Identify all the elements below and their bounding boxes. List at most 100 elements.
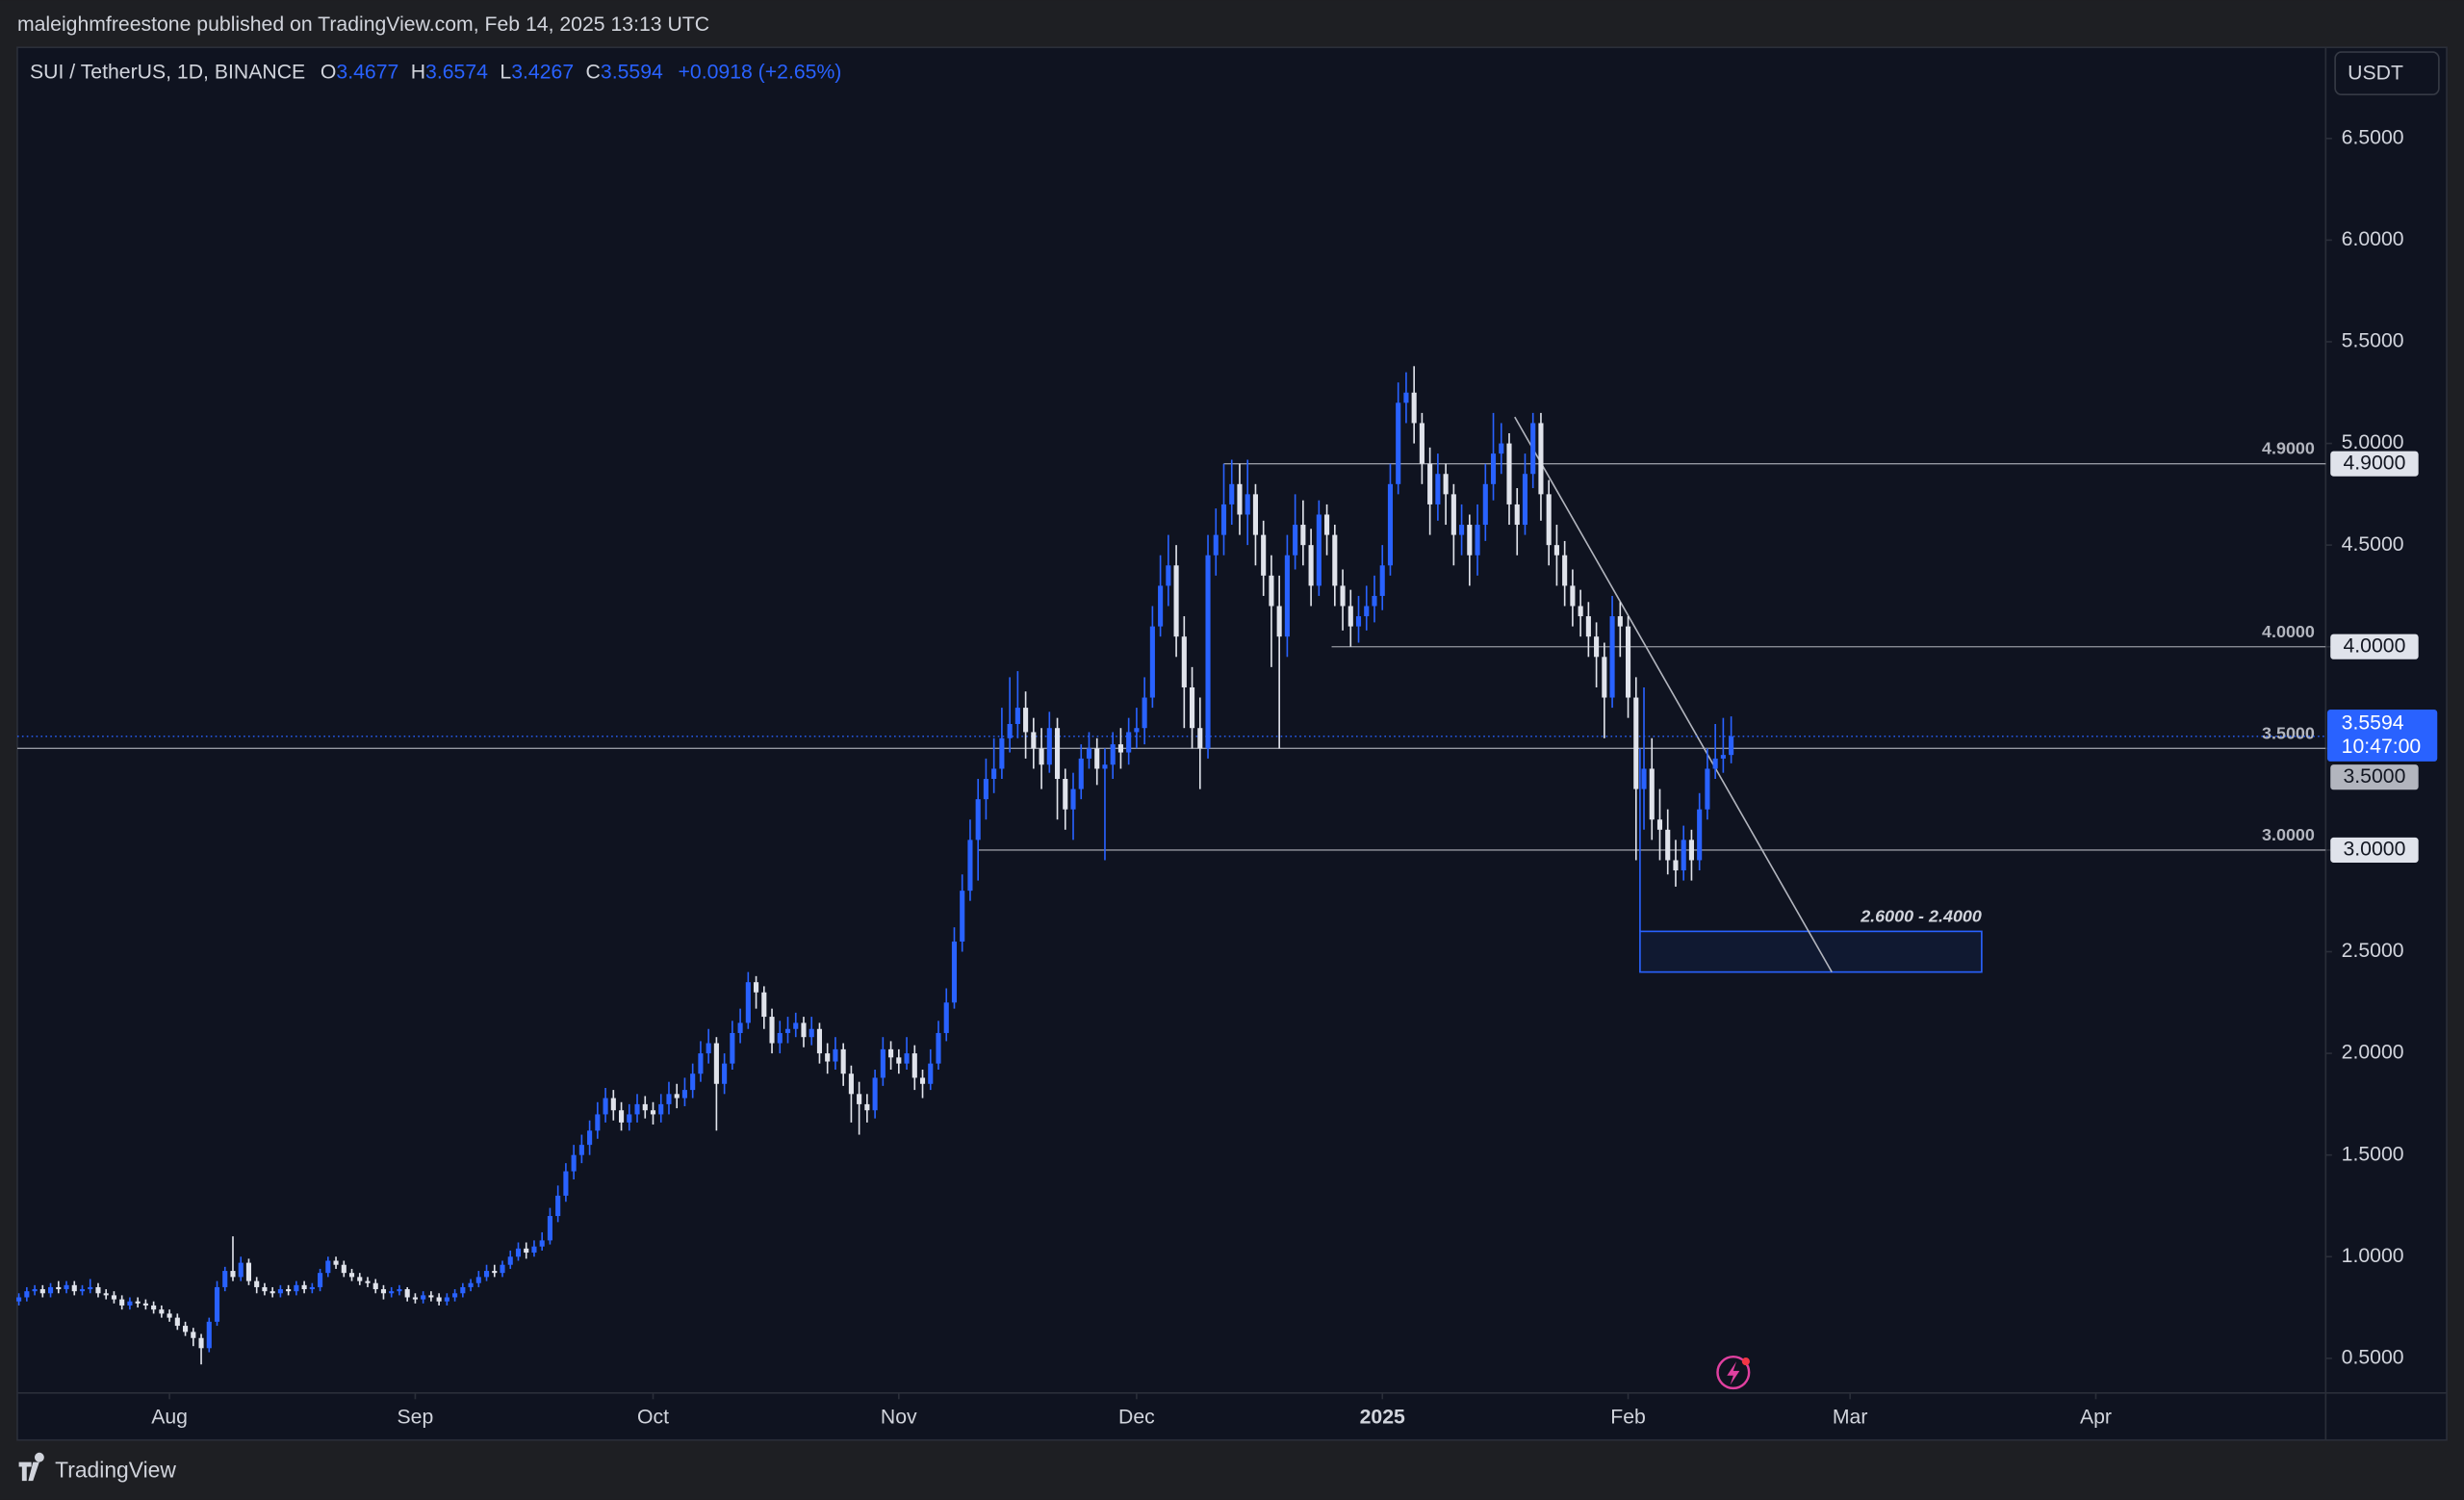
- candle-body: [1173, 565, 1179, 637]
- candle-body: [428, 1295, 434, 1298]
- candle-body: [507, 1256, 513, 1265]
- candle-body: [1054, 728, 1061, 780]
- ohlc-label: O: [321, 61, 337, 83]
- candle-body: [919, 1077, 926, 1084]
- candle-body: [825, 1053, 831, 1062]
- candle-body: [1411, 392, 1417, 424]
- candle-body: [1031, 732, 1037, 749]
- candle-body: [1729, 736, 1734, 756]
- x-tick-label: Sep: [398, 1406, 434, 1428]
- x-tick-label: 2025: [1360, 1406, 1405, 1428]
- candle-body: [769, 1017, 775, 1044]
- candle-body: [167, 1313, 172, 1318]
- candle-body: [587, 1130, 593, 1146]
- currency[interactable]: USDT: [2348, 63, 2403, 85]
- x-tick-label: Oct: [637, 1406, 669, 1428]
- alert-icon[interactable]: [1716, 1355, 1751, 1390]
- candle-body: [1014, 708, 1020, 724]
- candle-body: [515, 1248, 522, 1257]
- candle-body: [111, 1295, 116, 1300]
- candle-body: [1166, 565, 1171, 586]
- candle-body: [761, 992, 767, 1018]
- candle-body: [1252, 494, 1258, 535]
- candle-body: [1110, 744, 1116, 765]
- candle-body: [1475, 525, 1480, 556]
- candle-body: [642, 1103, 648, 1111]
- candle-body: [1514, 504, 1520, 526]
- candle-body: [563, 1171, 569, 1196]
- candle-body: [539, 1240, 545, 1247]
- candle-body: [658, 1103, 664, 1115]
- candle-body: [1340, 585, 1346, 607]
- candle-body: [254, 1280, 260, 1287]
- candle-body: [991, 768, 997, 780]
- candle-body: [880, 1048, 886, 1078]
- ohlc-label: H: [411, 61, 425, 83]
- candle-body: [627, 1114, 632, 1123]
- level-label: 3.0000: [2262, 825, 2315, 844]
- y-tick-label: 0.5000: [2342, 1346, 2404, 1368]
- candle-body: [245, 1262, 252, 1281]
- candle-body: [1324, 514, 1330, 535]
- y-tick-label: 6.0000: [2342, 228, 2404, 250]
- candle-body: [1229, 483, 1235, 504]
- level-label: 4.0000: [2262, 622, 2315, 641]
- candle-body: [32, 1289, 38, 1292]
- candle-body: [309, 1286, 315, 1290]
- candle-body: [808, 1028, 814, 1038]
- candle-body: [857, 1094, 862, 1104]
- candle-body: [1705, 768, 1710, 810]
- candle-body: [318, 1273, 323, 1287]
- candle-body: [412, 1297, 418, 1300]
- candle-body: [681, 1090, 687, 1099]
- candle-body: [1149, 626, 1155, 698]
- candle-body: [56, 1286, 62, 1290]
- candle-body: [784, 1028, 791, 1033]
- trendline: [1514, 416, 1833, 973]
- candle-body: [1117, 744, 1123, 753]
- candle-body: [1712, 758, 1718, 769]
- candle-body: [967, 840, 973, 892]
- candle-body: [1245, 494, 1250, 515]
- candle-body: [1023, 708, 1029, 733]
- candle-body: [421, 1295, 426, 1300]
- candle-body: [191, 1332, 196, 1338]
- candle-body: [174, 1317, 180, 1327]
- candle-body: [47, 1286, 54, 1294]
- candle-body: [222, 1271, 228, 1287]
- candle-body: [325, 1260, 331, 1274]
- y-tick-label: 1.5000: [2342, 1143, 2404, 1165]
- candle-body: [1482, 483, 1488, 526]
- candle-body: [1094, 748, 1100, 769]
- candle-body: [1720, 755, 1726, 759]
- publisher-header: maleighmfreestone published on TradingVi…: [17, 13, 709, 36]
- candle-body: [198, 1337, 204, 1349]
- candle-body: [1602, 657, 1607, 698]
- candle-body: [619, 1110, 625, 1123]
- level-badge: [2330, 451, 2419, 477]
- candle-body: [270, 1291, 275, 1294]
- change: +0.0918 (+2.65%): [679, 61, 842, 83]
- candle-body: [1197, 728, 1203, 749]
- y-tick-label: 5.0000: [2342, 431, 2404, 453]
- level-badge: [2330, 837, 2419, 863]
- candle-body: [1181, 636, 1187, 687]
- candle-body: [936, 1032, 941, 1064]
- candle-body: [578, 1145, 584, 1155]
- candle-body: [722, 1063, 728, 1084]
- candle-body: [95, 1286, 101, 1294]
- candle-body: [1546, 494, 1552, 546]
- candle-body: [1594, 636, 1600, 658]
- candle-body: [1570, 585, 1576, 607]
- candle-body: [1070, 789, 1076, 810]
- candle-body: [1142, 697, 1147, 729]
- candle-body: [119, 1299, 125, 1306]
- x-tick-label: Feb: [1610, 1406, 1646, 1428]
- candle-body: [365, 1280, 371, 1283]
- ohlc-label: L: [500, 61, 511, 83]
- x-tick-label: Dec: [1118, 1406, 1155, 1428]
- currency-button[interactable]: [2334, 51, 2440, 95]
- candle-body: [1355, 616, 1362, 627]
- candle-body: [904, 1053, 910, 1064]
